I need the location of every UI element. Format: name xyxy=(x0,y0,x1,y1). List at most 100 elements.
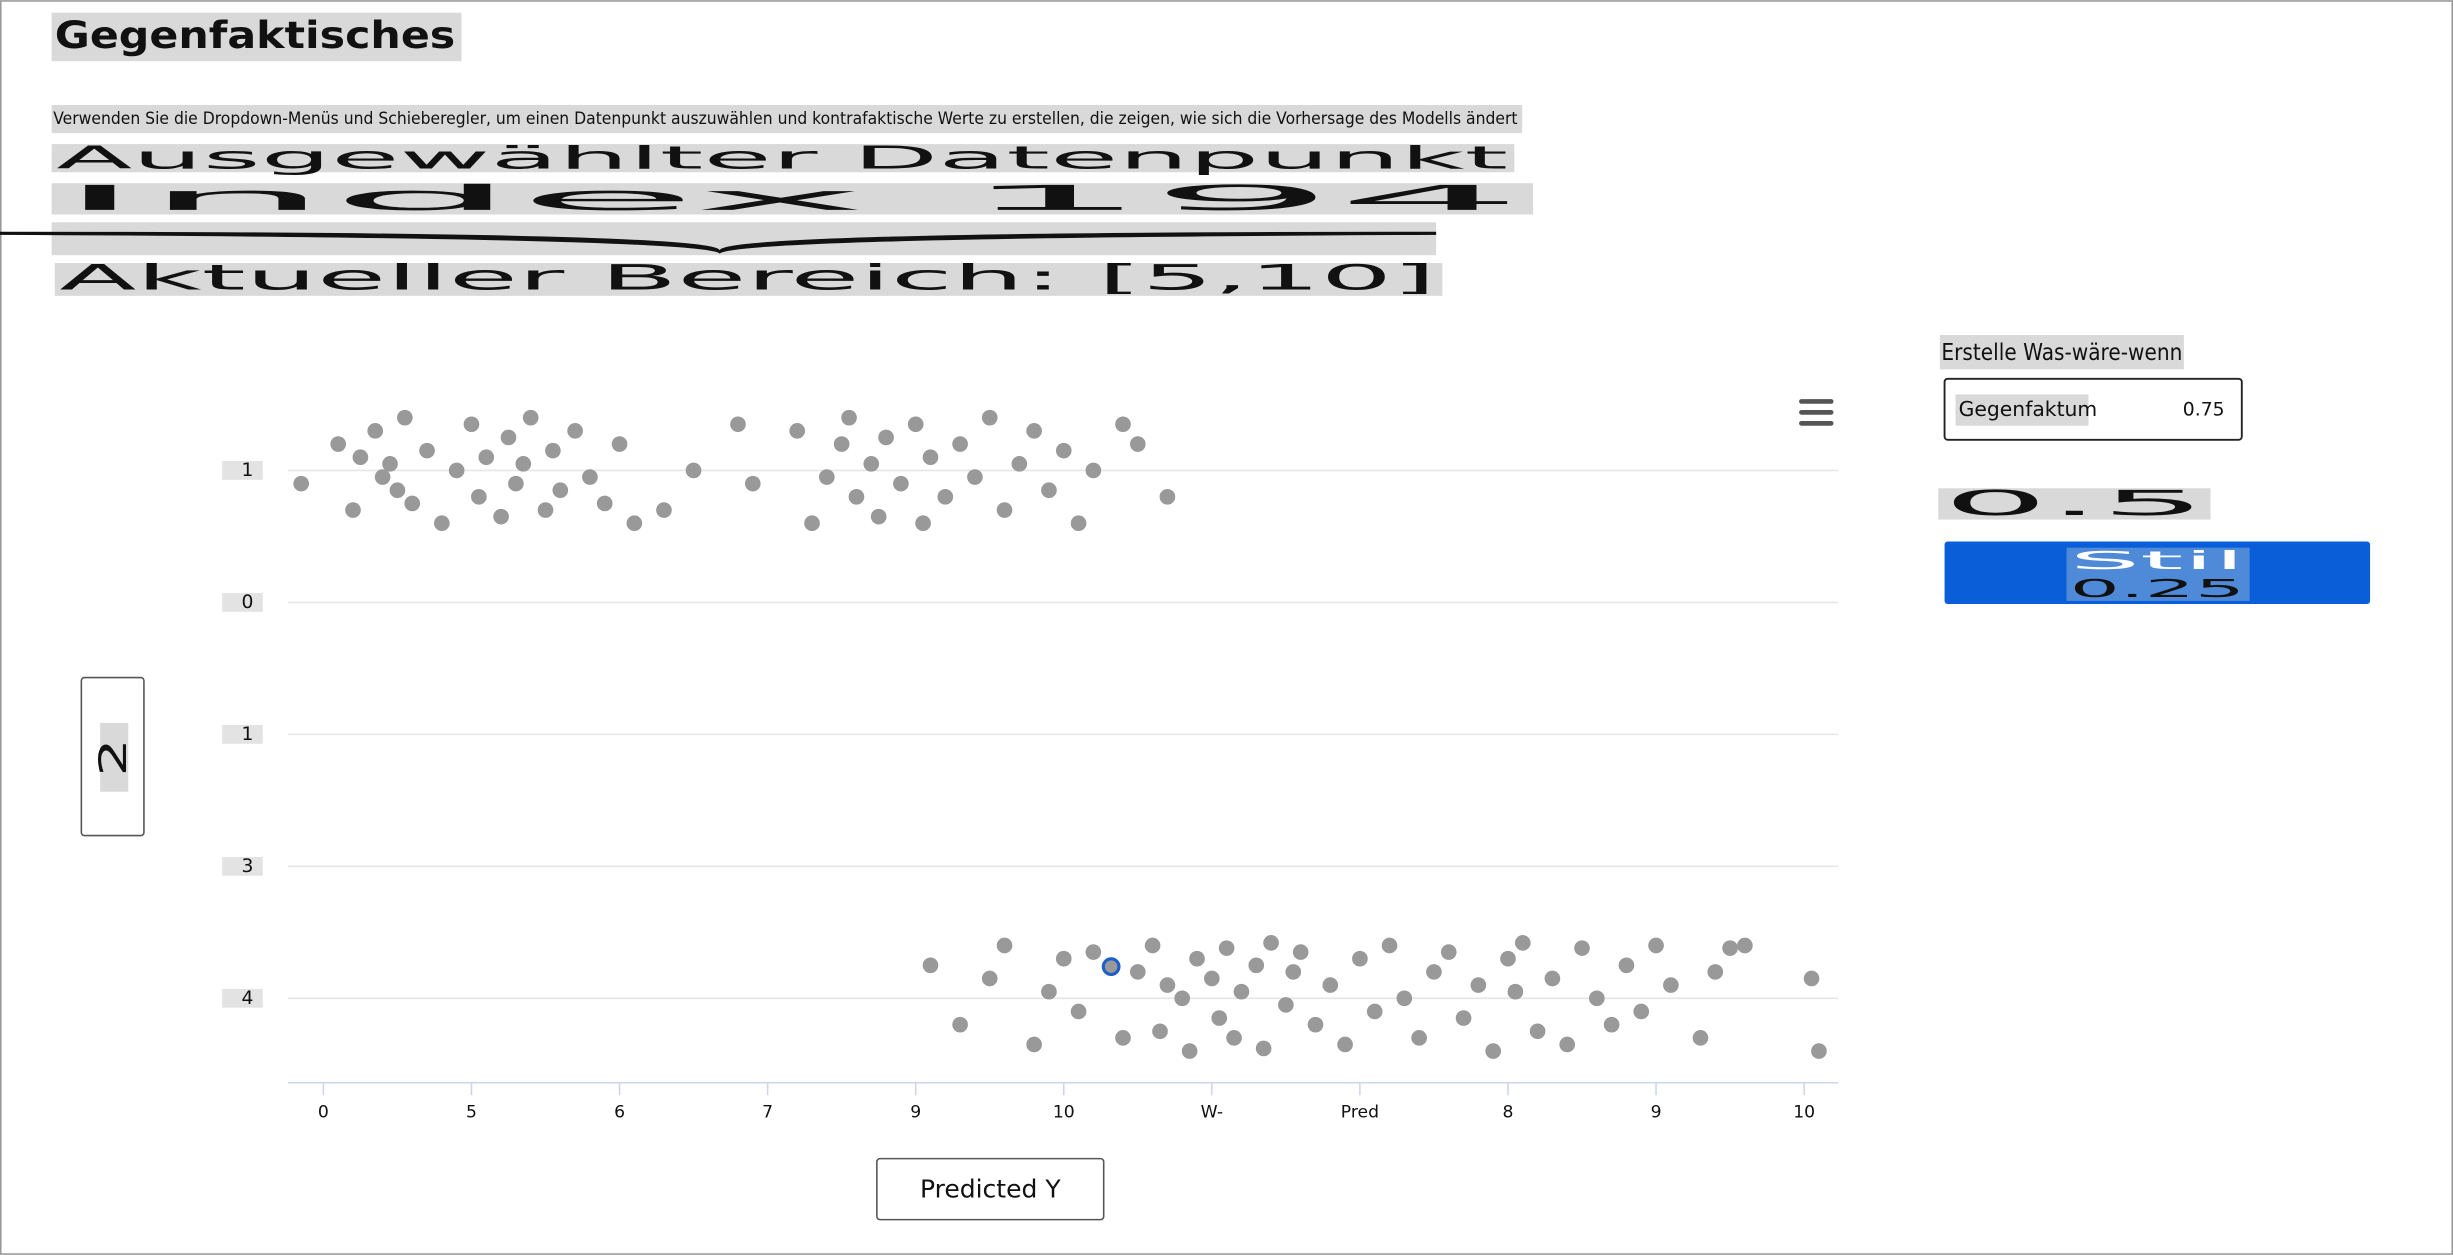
data-point xyxy=(471,489,487,505)
data-point xyxy=(522,409,539,426)
x-tick-label: 6 xyxy=(614,1102,625,1122)
data-point xyxy=(567,423,583,439)
data-point xyxy=(582,469,598,485)
data-point xyxy=(1322,977,1339,993)
data-point xyxy=(382,456,398,472)
selected-bg xyxy=(51,144,1515,173)
data-point xyxy=(1070,1003,1087,1020)
data-point xyxy=(878,429,894,446)
data-point xyxy=(1507,983,1524,1000)
data-point xyxy=(626,515,643,532)
data-point xyxy=(1574,940,1590,956)
data-point xyxy=(1470,977,1487,993)
data-point xyxy=(1101,957,1121,977)
data-point xyxy=(996,937,1013,954)
y-tick-bg xyxy=(222,988,263,1008)
y-tick-label: 1 xyxy=(241,724,253,745)
data-point xyxy=(1115,416,1131,433)
data-point xyxy=(1181,1043,1198,1059)
data-point xyxy=(804,515,820,532)
x-axis-label: Predicted Y xyxy=(920,1175,1061,1204)
data-point xyxy=(367,423,384,439)
data-point xyxy=(1440,944,1457,960)
data-point xyxy=(515,456,532,472)
data-point xyxy=(1278,997,1294,1013)
data-point xyxy=(1085,944,1102,960)
data-point xyxy=(493,508,509,525)
button-label: Stil xyxy=(2070,546,2245,575)
button-value: 0.25 xyxy=(2070,574,2245,603)
data-point xyxy=(1633,1003,1650,1020)
data-point xyxy=(1411,1030,1427,1046)
data-point xyxy=(922,957,939,974)
data-point xyxy=(1292,944,1309,960)
slider-shape[interactable] xyxy=(0,231,1437,254)
data-point xyxy=(330,436,347,452)
data-point xyxy=(1603,1016,1620,1033)
data-point xyxy=(1663,977,1679,993)
data-point xyxy=(1211,1010,1228,1026)
data-point xyxy=(893,475,909,492)
data-point xyxy=(981,409,998,426)
menu-icon[interactable] xyxy=(1799,399,1834,426)
menu-bar xyxy=(1799,420,1834,426)
data-point xyxy=(967,469,983,485)
x-tick-label: 9 xyxy=(910,1102,921,1122)
data-point xyxy=(1559,1036,1576,1053)
data-point xyxy=(870,508,887,525)
data-point xyxy=(1248,957,1265,974)
data-point xyxy=(789,423,806,439)
data-point xyxy=(1159,489,1176,505)
range-label: Aktueller Bereich: [5,10] xyxy=(59,259,1436,299)
data-point xyxy=(1589,990,1605,1007)
panel-title-bg xyxy=(1939,334,2184,370)
data-point xyxy=(1115,1030,1131,1046)
data-point xyxy=(744,475,761,492)
data-point xyxy=(1204,970,1220,987)
data-point xyxy=(1307,1016,1324,1033)
data-point xyxy=(1070,515,1087,532)
x-tick-label: 0 xyxy=(318,1102,329,1122)
data-point xyxy=(1144,937,1161,954)
button-text-bg xyxy=(2066,547,2250,601)
y-axis-label: 2 xyxy=(91,738,134,776)
data-point xyxy=(478,449,495,466)
data-point xyxy=(1055,442,1072,459)
data-point xyxy=(922,449,939,466)
data-point xyxy=(500,429,517,446)
data-point xyxy=(863,456,880,472)
x-label-box[interactable] xyxy=(876,1157,1105,1221)
page-title: Gegenfaktisches xyxy=(55,13,455,57)
data-point xyxy=(1500,950,1516,967)
data-point xyxy=(1485,1043,1501,1059)
data-point xyxy=(996,502,1013,518)
data-point xyxy=(293,475,310,492)
data-point xyxy=(1544,970,1561,987)
title-bg xyxy=(51,12,462,62)
data-point xyxy=(1055,950,1072,967)
data-point xyxy=(1255,1040,1272,1057)
y-tick-bg xyxy=(222,724,263,744)
y-tick-label: 0 xyxy=(241,592,253,613)
x-tick-label: 10 xyxy=(1793,1102,1815,1122)
data-point xyxy=(1159,977,1176,993)
field-label-bg xyxy=(1955,394,2089,426)
data-point xyxy=(685,462,702,479)
field-label: Gegenfaktum xyxy=(1959,397,2098,421)
data-point xyxy=(937,489,954,505)
data-point xyxy=(1026,423,1042,439)
data-point xyxy=(552,482,569,499)
data-point xyxy=(1085,462,1102,479)
x-tick-label: 5 xyxy=(466,1102,477,1122)
range-bg xyxy=(54,262,1443,296)
x-tick-label: 9 xyxy=(1651,1102,1662,1122)
data-point xyxy=(1263,935,1279,951)
data-point xyxy=(730,416,746,433)
data-point xyxy=(981,970,998,987)
data-point xyxy=(1618,957,1635,974)
data-point xyxy=(952,1016,968,1033)
data-point xyxy=(419,442,435,459)
menu-bar xyxy=(1799,399,1834,404)
data-point xyxy=(1041,983,1057,1000)
data-point xyxy=(1366,1003,1383,1020)
